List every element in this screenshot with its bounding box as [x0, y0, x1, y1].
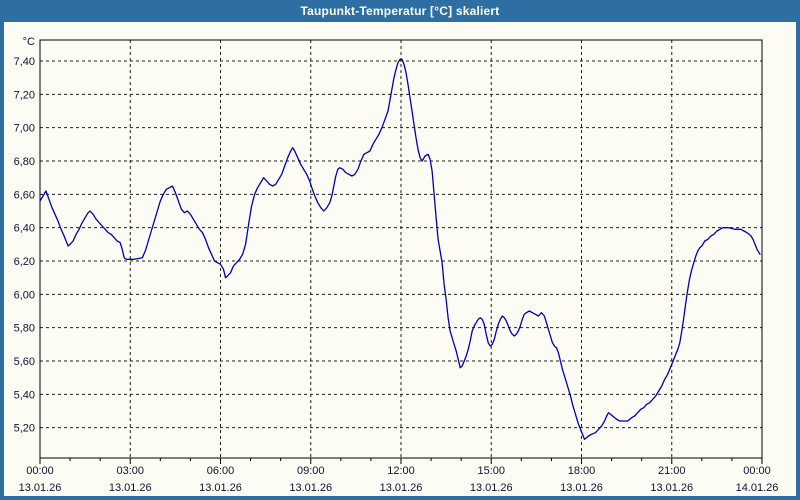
- y-tick-label: 6,40: [14, 223, 35, 235]
- y-tick-label: 6,00: [14, 289, 35, 301]
- x-tick-date-label: 13.01.26: [470, 482, 513, 494]
- x-tick-time-label: 15:00: [477, 465, 505, 477]
- x-tick-date-label: 14.01.26: [736, 482, 779, 494]
- x-tick-date-label: 13.01.26: [380, 482, 423, 494]
- x-tick-date-label: 13.01.26: [650, 482, 693, 494]
- y-tick-label: 6,80: [14, 156, 35, 168]
- x-tick-date-label: 13.01.26: [199, 482, 242, 494]
- series-line: [39, 58, 761, 440]
- x-tick-time-label: 00:00: [26, 465, 54, 477]
- x-tick-time-label: 09:00: [297, 465, 325, 477]
- x-axis-ticks: [39, 458, 763, 464]
- x-gridlines: [129, 40, 673, 458]
- y-tick-label: 7,40: [14, 56, 35, 68]
- chart-container: 7,40 7,20 7,00 6,80 6,60 6,40 6,20 6,00 5,80 5,60…: [4, 22, 796, 496]
- y-tick-label: 6,20: [14, 256, 35, 268]
- x-tick-date-label: 13.01.26: [289, 482, 332, 494]
- window-title: Taupunkt-Temperatur [°C] skaliert: [300, 4, 500, 18]
- y-tick-label: 5,20: [14, 423, 35, 435]
- y-tick-label: 5,60: [14, 356, 35, 368]
- line-chart: 7,40 7,20 7,00 6,80 6,60 6,40 6,20 6,00 5,80 5,60…: [14, 36, 779, 494]
- y-unit-label: °C: [23, 36, 35, 48]
- y-tick-label: 5,40: [14, 389, 35, 401]
- x-tick-time-label: 18:00: [568, 465, 596, 477]
- x-tick-date-label: 13.01.26: [560, 482, 603, 494]
- x-tick-date-label: 13.01.26: [19, 482, 62, 494]
- y-tick-label: 5,80: [14, 323, 35, 335]
- x-tick-time-label: 00:00: [743, 465, 771, 477]
- x-tick-time-label: 03:00: [116, 465, 144, 477]
- x-axis-labels: 00:00 13.01.26 03:00 13.01.26 06:00 13.01.26 0…: [19, 465, 779, 494]
- y-tick-label: 7,00: [14, 123, 35, 135]
- x-tick-time-label: 21:00: [658, 465, 686, 477]
- x-tick-time-label: 06:00: [207, 465, 235, 477]
- y-tick-label: 6,60: [14, 189, 35, 201]
- x-tick-date-label: 13.01.26: [109, 482, 152, 494]
- window-titlebar[interactable]: Taupunkt-Temperatur [°C] skaliert: [0, 0, 800, 22]
- y-tick-label: 7,20: [14, 89, 35, 101]
- x-tick-time-label: 12:00: [387, 465, 415, 477]
- y-axis-labels: 7,40 7,20 7,00 6,80 6,60 6,40 6,20 6,00 5,80 5,60…: [14, 56, 35, 435]
